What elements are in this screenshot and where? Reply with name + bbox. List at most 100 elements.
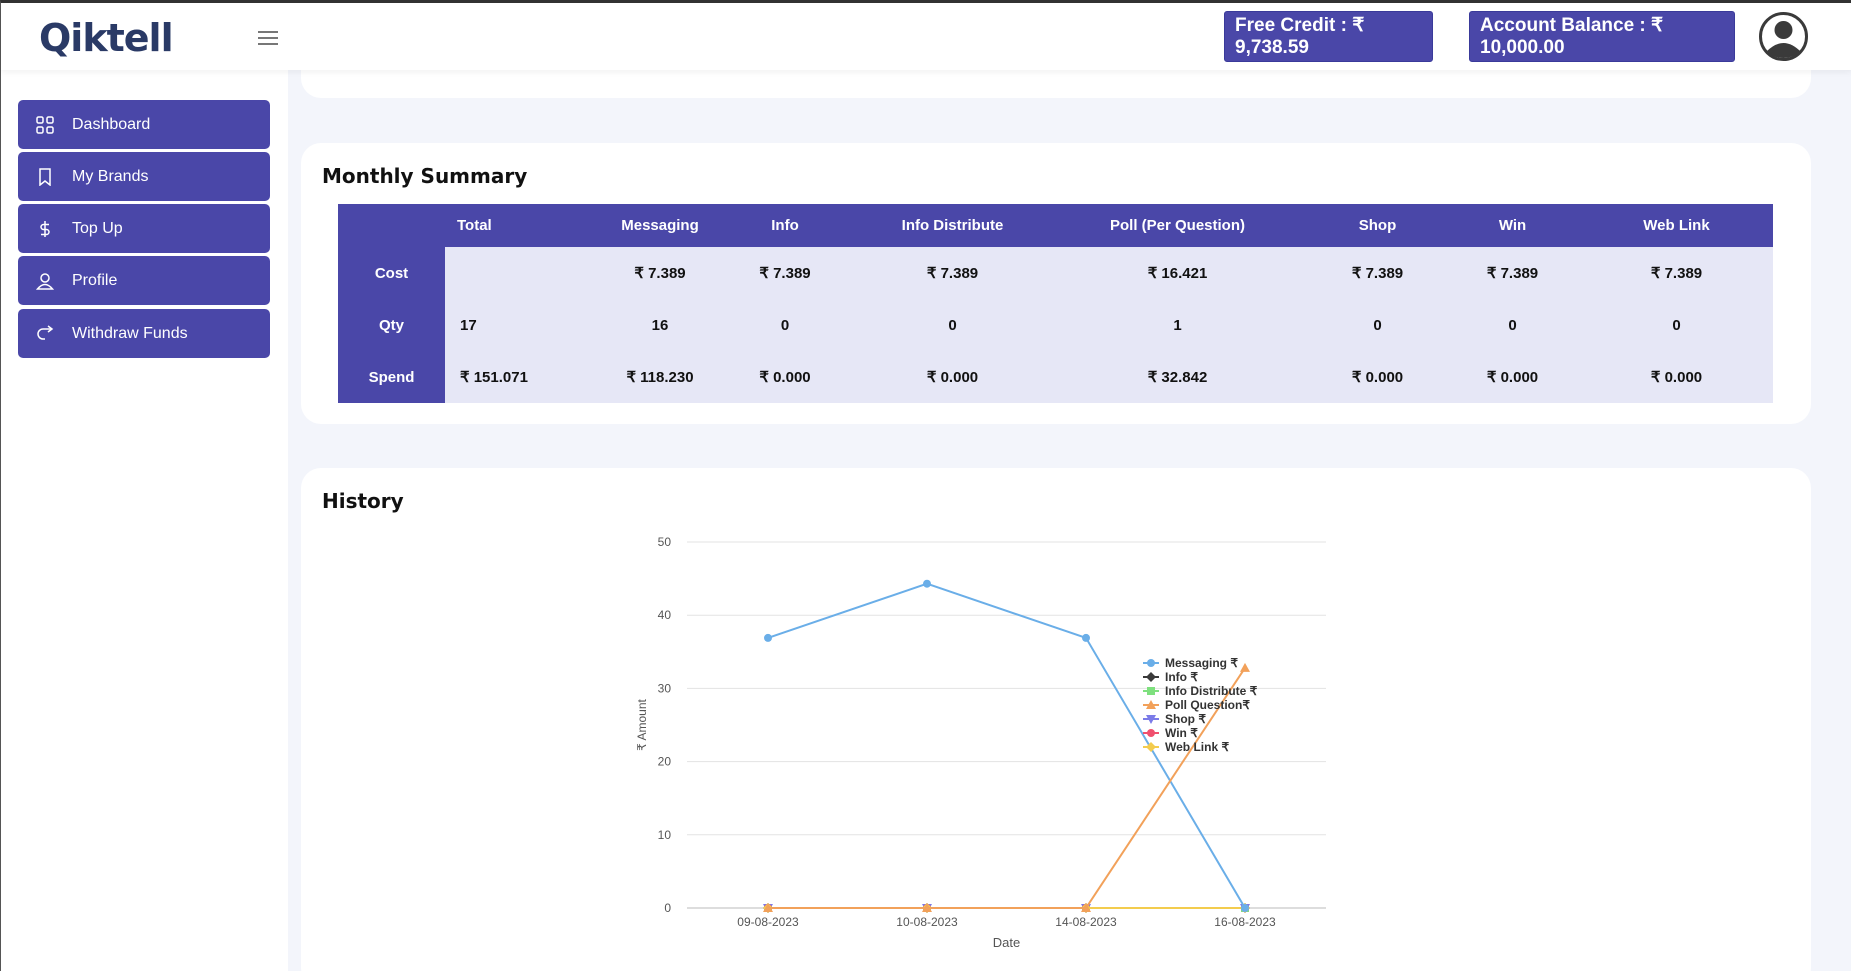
column-header: Messaging xyxy=(610,204,710,247)
account-balance-button[interactable]: Account Balance : ₹ 10,000.00 xyxy=(1469,11,1735,62)
user-avatar-icon[interactable] xyxy=(1757,12,1810,61)
legend-marker xyxy=(1146,672,1156,682)
sidebar-item-profile[interactable]: Profile xyxy=(18,256,270,305)
legend-label: Messaging ₹ xyxy=(1165,656,1238,670)
table-cell: 0 xyxy=(1580,299,1773,351)
x-axis-label: Date xyxy=(993,935,1020,950)
table-cell: ₹ 118.230 xyxy=(610,351,710,403)
table-cell: 0 xyxy=(860,299,1045,351)
legend-label: Win ₹ xyxy=(1165,726,1198,740)
y-tick-label: 0 xyxy=(664,901,671,915)
table-cell: ₹ 0.000 xyxy=(1310,351,1445,403)
sidebar-item-label: Dashboard xyxy=(72,115,151,133)
series-line xyxy=(768,667,1246,909)
series-line xyxy=(767,582,1246,909)
table-cell: ₹ 7.389 xyxy=(1580,247,1773,299)
table-cell: ₹ 151.071 xyxy=(445,351,610,403)
table-cell: ₹ 0.000 xyxy=(710,351,860,403)
y-axis-label: ₹ Amount xyxy=(635,699,649,751)
grid-icon xyxy=(36,115,54,134)
data-point xyxy=(922,903,932,912)
history-line-chart: 0 10 20 30 40 50 09-08-2023 10-08-2023 14-08-202… xyxy=(635,535,1326,950)
table-cell: ₹ 7.389 xyxy=(710,247,860,299)
table-cell: ₹ 7.389 xyxy=(1310,247,1445,299)
free-credit-button[interactable]: Free Credit : ₹ 9,738.59 xyxy=(1224,11,1433,62)
sidebar-item-withdraw-funds[interactable]: Withdraw Funds xyxy=(18,309,270,358)
dollar-icon xyxy=(36,220,54,238)
table-cell: 0 xyxy=(1445,299,1580,351)
data-point xyxy=(763,903,773,912)
legend-marker xyxy=(1147,687,1155,695)
sidebar-item-dashboard[interactable]: Dashboard xyxy=(18,100,270,149)
legend-marker xyxy=(1146,742,1156,752)
legend-label: Info Distribute ₹ xyxy=(1165,684,1258,698)
column-header: Info xyxy=(710,204,860,247)
table-cell: ₹ 7.389 xyxy=(860,247,1045,299)
data-point xyxy=(1081,903,1091,912)
y-tick-label: 50 xyxy=(658,535,672,549)
column-header: Shop xyxy=(1310,204,1445,247)
sidebar-item-label: My Brands xyxy=(72,167,149,185)
table-cell: 0 xyxy=(710,299,860,351)
legend-label: Web Link ₹ xyxy=(1165,740,1229,754)
legend-marker xyxy=(1146,700,1156,709)
table-cell: 17 xyxy=(445,299,610,351)
monthly-summary-card: Monthly Summary Total Messaging Info Inf… xyxy=(301,143,1811,424)
menu-toggle-icon[interactable] xyxy=(258,31,278,45)
legend-marker xyxy=(1146,715,1156,724)
table-cell: 16 xyxy=(610,299,710,351)
data-point xyxy=(1082,633,1090,642)
legend-label: Info ₹ xyxy=(1165,670,1198,684)
legend-label: Poll Question₹ xyxy=(1165,698,1250,712)
x-tick-label: 10-08-2023 xyxy=(896,915,958,929)
legend-marker xyxy=(1147,729,1155,737)
x-tick-label: 16-08-2023 xyxy=(1214,915,1276,929)
row-header: Cost xyxy=(338,247,445,299)
sidebar-item-label: Top Up xyxy=(72,219,123,237)
sidebar: Dashboard My Brands Top Up Profile Withd… xyxy=(1,70,288,971)
table-row: Spend ₹ 151.071 ₹ 118.230 ₹ 0.000 ₹ 0.00… xyxy=(338,351,1773,403)
section-title: History xyxy=(322,489,404,513)
data-point xyxy=(1240,662,1250,672)
table-cell: ₹ 7.389 xyxy=(610,247,710,299)
x-tick-label: 09-08-2023 xyxy=(737,915,799,929)
table-cell: ₹ 7.389 xyxy=(1445,247,1580,299)
legend-marker xyxy=(1147,659,1155,667)
column-header xyxy=(338,204,445,247)
logo-text: Qiktell xyxy=(39,16,174,60)
table-cell: ₹ 0.000 xyxy=(860,351,1045,403)
column-header: Total xyxy=(445,204,610,247)
data-point xyxy=(1241,904,1249,912)
table-row: Qty 17 16 0 0 1 0 0 0 xyxy=(338,299,1773,351)
row-header: Qty xyxy=(338,299,445,351)
column-header: Win xyxy=(1445,204,1580,247)
y-tick-label: 20 xyxy=(658,755,672,769)
data-point xyxy=(923,579,931,588)
column-header: Info Distribute xyxy=(860,204,1045,247)
history-card: History 0 10 20 30 40 50 09-08-2023 10-08-2023 1… xyxy=(301,468,1811,971)
y-tick-label: 40 xyxy=(658,608,672,622)
table-row: Cost ₹ 7.389 ₹ 7.389 ₹ 7.389 ₹ 16.421 ₹ … xyxy=(338,247,1773,299)
brand-logo[interactable]: Qiktell xyxy=(39,17,174,59)
table-cell: ₹ 32.842 xyxy=(1045,351,1310,403)
table-cell: ₹ 0.000 xyxy=(1580,351,1773,403)
redo-icon xyxy=(36,324,54,343)
sidebar-item-top-up[interactable]: Top Up xyxy=(18,204,270,253)
table-cell: 1 xyxy=(1045,299,1310,351)
table-header-row: Total Messaging Info Info Distribute Pol… xyxy=(338,204,1773,247)
user-icon xyxy=(36,272,54,290)
row-header: Spend xyxy=(338,351,445,403)
sidebar-item-label: Profile xyxy=(72,271,118,289)
x-tick-label: 14-08-2023 xyxy=(1055,915,1117,929)
section-title: Monthly Summary xyxy=(322,164,528,188)
y-tick-label: 10 xyxy=(658,828,672,842)
table-cell xyxy=(445,247,610,299)
sidebar-item-my-brands[interactable]: My Brands xyxy=(18,152,270,201)
monthly-summary-table: Total Messaging Info Info Distribute Pol… xyxy=(338,204,1773,403)
legend-label: Shop ₹ xyxy=(1165,712,1206,726)
column-header: Poll (Per Question) xyxy=(1045,204,1310,247)
y-tick-label: 30 xyxy=(658,681,672,695)
column-header: Web Link xyxy=(1580,204,1773,247)
top-bar: Qiktell Free Credit : ₹ 9,738.59 Account… xyxy=(1,3,1851,70)
sidebar-item-label: Withdraw Funds xyxy=(72,324,188,342)
